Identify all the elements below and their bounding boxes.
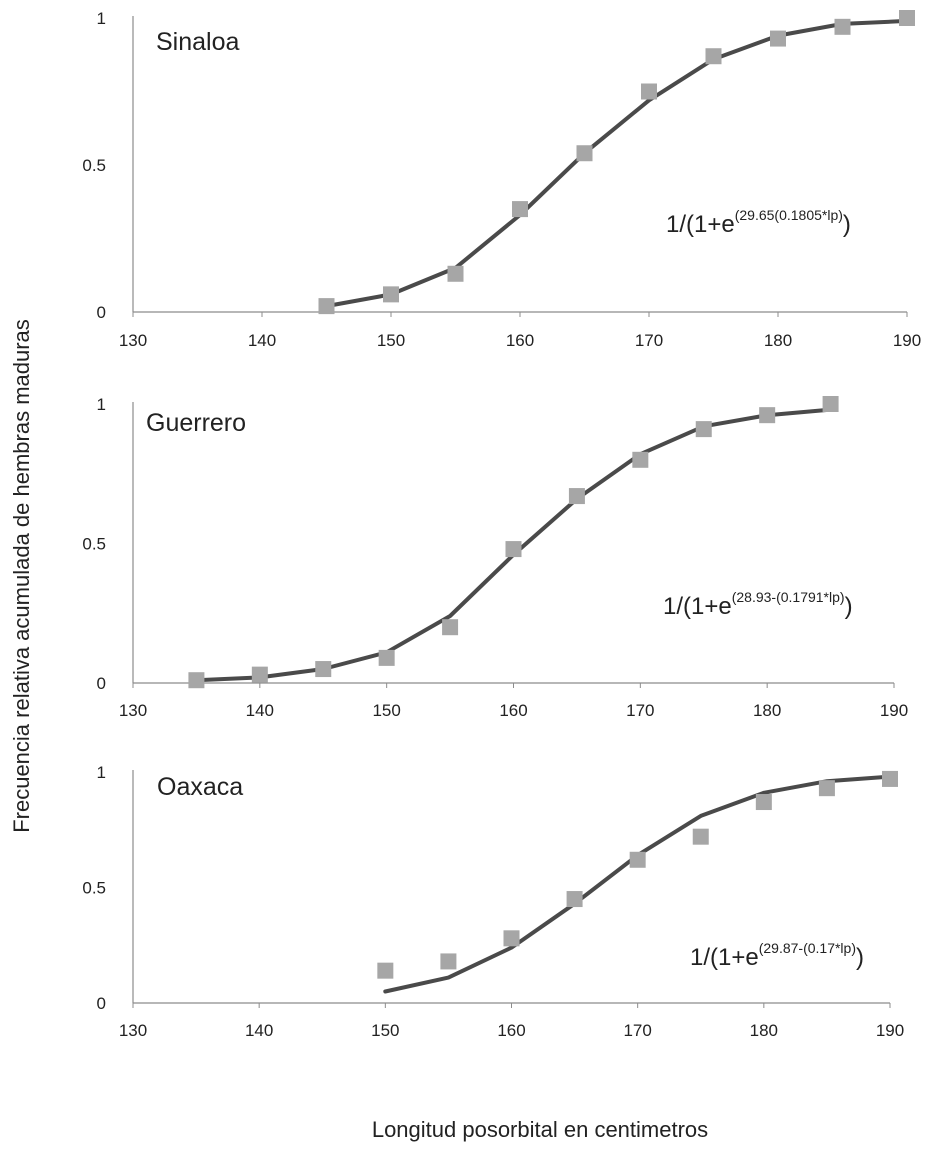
data-point-marker: [632, 451, 649, 468]
data-point-marker: [695, 421, 712, 438]
x-tick-label: 160: [497, 1021, 525, 1040]
data-point-marker: [576, 145, 593, 162]
equation-annotation: 1/(1+e(28.93-(0.1791*lp)): [663, 589, 853, 620]
x-tick-label: 140: [248, 331, 276, 350]
x-tick-label: 130: [119, 1021, 147, 1040]
data-point-marker: [378, 649, 395, 666]
data-point-marker: [512, 201, 528, 218]
data-point-marker: [834, 18, 851, 35]
y-tick-label: 1: [97, 763, 106, 782]
y-tick-label: 0: [97, 994, 106, 1013]
data-point-marker: [692, 828, 709, 845]
equation-annotation: 1/(1+e(29.87-(0.17*lp)): [690, 940, 864, 971]
data-point-marker: [440, 953, 457, 970]
y-axis-label: Frecuencia relativa acumulada de hembras…: [9, 319, 34, 833]
x-tick-label: 190: [876, 1021, 904, 1040]
x-tick-label: 150: [377, 331, 405, 350]
chart-panels: 130 140 150 160 170 180 190 0 0.5 1 Sinaloa 1/(1+e(…: [82, 9, 921, 1040]
chart-panel-oaxaca: 130 140 150 160 170 180 190 0 0.5 1 Oaxaca 1/(1+e(2…: [82, 763, 904, 1040]
fitted-curve-line: [383, 774, 892, 994]
data-point-marker: [629, 851, 646, 868]
x-tick-label: 170: [635, 331, 663, 350]
y-tick-label: 1: [97, 9, 106, 28]
panel-title: Oaxaca: [157, 773, 243, 801]
y-tick-label: 0.5: [82, 535, 106, 554]
data-point-marker: [188, 672, 205, 689]
x-tick-label: 130: [119, 331, 147, 350]
x-tick-label: 130: [119, 701, 147, 720]
data-point-marker: [566, 891, 583, 908]
data-point-marker: [447, 265, 464, 282]
y-tick-label: 0: [97, 303, 106, 322]
data-point-marker: [818, 780, 835, 797]
data-point-marker: [315, 661, 332, 678]
data-point-marker: [755, 794, 772, 811]
x-tick-label: 170: [623, 1021, 651, 1040]
fitted-curve-line: [324, 18, 909, 309]
x-tick-label: 180: [750, 1021, 778, 1040]
data-point-marker: [822, 396, 839, 412]
x-tick-label: 170: [626, 701, 654, 720]
y-tick-label: 0.5: [82, 156, 106, 175]
data-point-marker: [251, 666, 268, 683]
data-point-marker: [383, 286, 399, 303]
x-tick-label: 160: [499, 701, 527, 720]
x-tick-label: 140: [246, 701, 274, 720]
data-point-marker: [882, 770, 898, 787]
data-point-marker: [899, 10, 915, 26]
x-tick-label: 180: [753, 701, 781, 720]
y-tick-label: 0: [97, 674, 106, 693]
y-tick-label: 1: [97, 395, 106, 414]
x-tick-label: 160: [506, 331, 534, 350]
x-tick-label: 190: [893, 331, 921, 350]
data-point-marker: [568, 488, 585, 505]
data-point-marker: [318, 298, 335, 315]
data-point-marker: [759, 407, 776, 424]
panel-title: Guerrero: [146, 409, 246, 437]
x-tick-label: 180: [764, 331, 792, 350]
x-tick-label: 190: [880, 701, 908, 720]
x-axis-label: Longitud posorbital en centimetros: [372, 1117, 708, 1142]
y-tick-label: 0.5: [82, 879, 106, 898]
data-point-marker: [641, 83, 657, 100]
x-tick-label: 140: [245, 1021, 273, 1040]
panel-title: Sinaloa: [156, 28, 239, 56]
chart-panel-sinaloa: 130 140 150 160 170 180 190 0 0.5 1 Sinaloa 1/(1+e(…: [82, 9, 921, 350]
data-point-marker: [377, 962, 394, 979]
x-tick-label: 150: [372, 701, 400, 720]
equation-annotation: 1/(1+e(29.65(0.1805*lp)): [666, 207, 851, 238]
data-point-marker: [442, 619, 459, 636]
x-tick-label: 150: [371, 1021, 399, 1040]
data-point-marker: [503, 930, 520, 947]
data-point-marker: [705, 48, 722, 65]
data-point-marker: [505, 541, 522, 558]
chart-panel-guerrero: 130 140 150 160 170 180 190 0 0.5 1 Guerrero 1/(1+e…: [82, 395, 908, 720]
data-point-marker: [770, 30, 786, 47]
